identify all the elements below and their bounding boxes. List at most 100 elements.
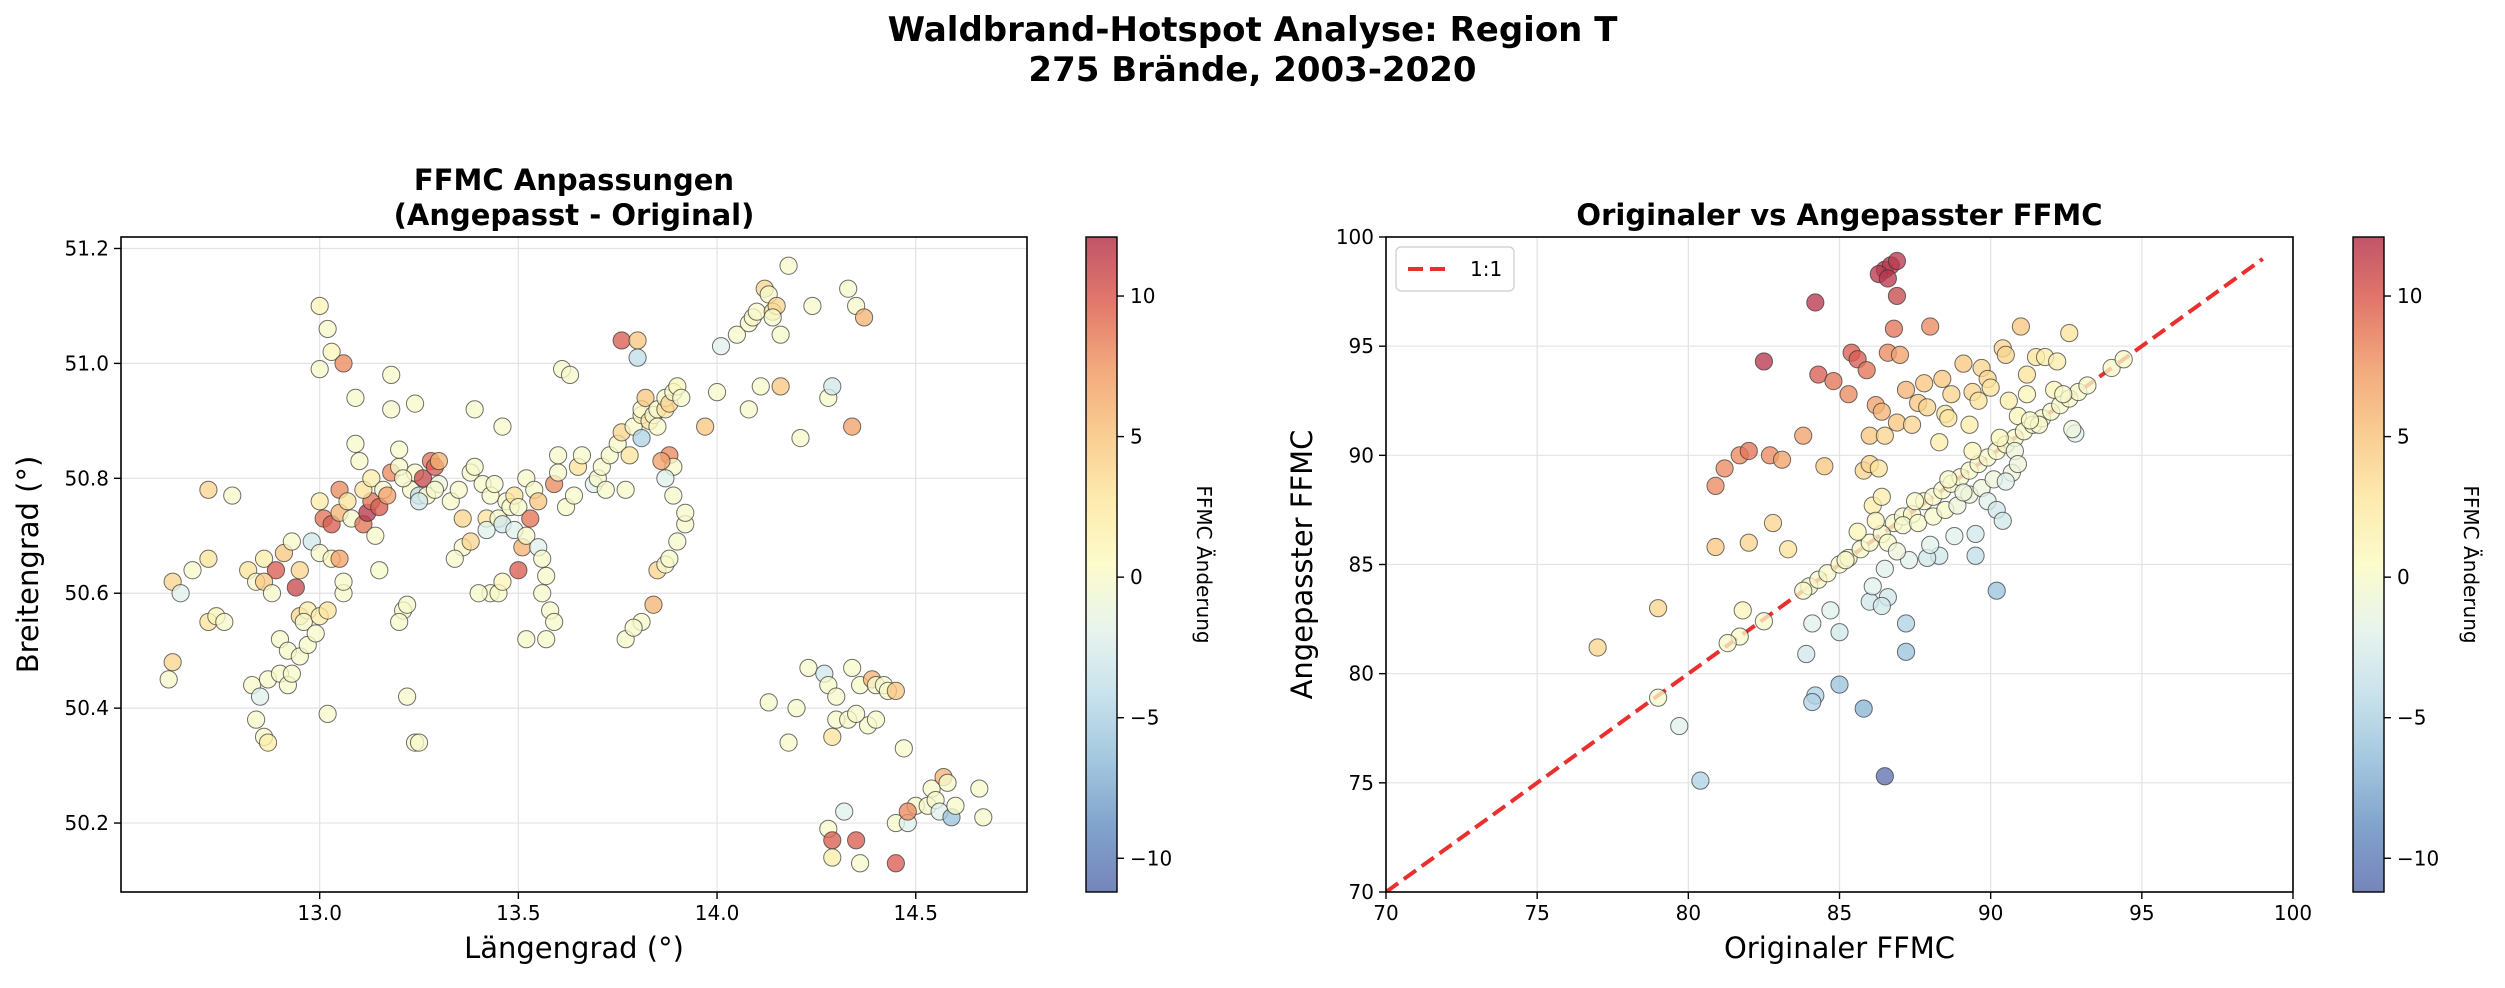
- scatter-point: [350, 451, 369, 471]
- scatter-point: [620, 446, 639, 465]
- scatter-point: [2011, 317, 2031, 336]
- scatter-point: [854, 308, 874, 327]
- x-tick-label: 14.5: [893, 901, 938, 925]
- scatter-point: [290, 561, 309, 580]
- y-tick-label: 50.2: [64, 811, 109, 835]
- scatter-point: [362, 469, 381, 488]
- scatter-point: [1966, 524, 1985, 544]
- scatter-point: [318, 319, 337, 339]
- scatter-point: [1821, 601, 1840, 620]
- scatter-point: [330, 549, 349, 568]
- scatter-point: [974, 808, 993, 827]
- x-tick-label: 13.0: [297, 901, 342, 925]
- y-tick-label: 85: [1349, 553, 1374, 577]
- scatter-point: [461, 532, 480, 551]
- scatter-point: [747, 302, 766, 321]
- panel-title: (Angepasst - Original): [394, 198, 755, 232]
- scatter-point: [1649, 599, 1668, 618]
- scatter-point: [1921, 535, 1940, 554]
- scatter-point: [946, 796, 965, 815]
- colorbar-tick-label: −5: [2397, 706, 2426, 730]
- scatter-point: [250, 687, 270, 706]
- scatter-point: [1875, 559, 1894, 578]
- scatter-point: [1854, 699, 1873, 718]
- scatter-point: [1830, 623, 1849, 642]
- scatter-point: [537, 630, 556, 649]
- colorbar-tick-label: −10: [2397, 846, 2439, 870]
- scatter-point: [549, 446, 568, 465]
- scatter-point: [366, 526, 385, 545]
- scatter-point: [644, 595, 663, 614]
- scatter-point: [517, 526, 536, 545]
- scatter-point: [370, 561, 389, 580]
- scatter-point: [1848, 522, 1867, 541]
- x-tick-label: 75: [1524, 901, 1549, 925]
- scatter-point: [1803, 614, 1822, 633]
- scatter-point: [560, 365, 580, 384]
- scatter-point: [2017, 385, 2037, 404]
- scatter-point: [2114, 350, 2133, 369]
- scatter-point: [970, 779, 989, 798]
- scatter-point: [1954, 483, 1973, 502]
- scatter-point: [894, 739, 913, 758]
- scatter-point: [469, 584, 488, 603]
- scatter-point: [1896, 614, 1916, 633]
- y-tick-label: 80: [1349, 662, 1374, 686]
- x-tick-label: 80: [1676, 901, 1701, 925]
- scatter-point: [322, 342, 341, 362]
- scatter-point: [171, 584, 190, 603]
- scatter-point: [537, 566, 556, 586]
- scatter-point: [938, 773, 957, 792]
- scatter-point: [258, 733, 278, 752]
- scatter-point: [835, 802, 854, 821]
- legend-box: [1395, 246, 1515, 292]
- scatter-point: [318, 601, 337, 620]
- scatter-point: [1872, 596, 1891, 616]
- scatter-point: [247, 710, 266, 729]
- scatter-point: [711, 337, 731, 356]
- scatter-point: [668, 532, 687, 551]
- scatter-point: [1733, 601, 1752, 620]
- scatter-point: [2008, 454, 2027, 474]
- scatter-point: [787, 699, 806, 718]
- scatter-point: [1857, 361, 1876, 380]
- scatter-point: [612, 331, 631, 350]
- scatter-point: [1588, 638, 1607, 657]
- scatter-point: [759, 693, 778, 712]
- scatter-point: [334, 354, 353, 373]
- panel-title: FFMC Anpassungen: [414, 163, 734, 197]
- scatter-point: [1966, 546, 1985, 565]
- scatter-point: [378, 486, 397, 505]
- scatter-point: [847, 704, 866, 723]
- scatter-point: [1887, 542, 1907, 561]
- scatter-point: [346, 434, 365, 453]
- y-tick-label: 95: [1349, 334, 1374, 358]
- x-axis-label: Originaler FFMC: [1724, 931, 1955, 965]
- scatter-point: [521, 509, 540, 528]
- scatter-point: [2078, 376, 2097, 395]
- scatter-point: [409, 733, 429, 752]
- scatter-point: [779, 256, 798, 275]
- scatter-point: [1794, 426, 1813, 445]
- y-tick-label: 50.4: [64, 696, 109, 720]
- scatter-point: [425, 480, 445, 499]
- scatter-point: [676, 503, 695, 522]
- scatter-point: [1824, 372, 1843, 391]
- scatter-point: [2063, 420, 2082, 439]
- scatter-point: [1872, 487, 1891, 506]
- scatter-point: [616, 480, 635, 499]
- scatter-point: [803, 296, 822, 316]
- scatter-point: [294, 612, 313, 632]
- scatter-point: [334, 572, 353, 591]
- scatter-point: [664, 486, 683, 505]
- colorbar-label: FFMC Änderung: [1192, 485, 1216, 643]
- scatter-point: [1779, 540, 1798, 559]
- scatter-point: [624, 618, 643, 637]
- scatter-point: [791, 428, 810, 448]
- scatter-point: [382, 400, 401, 419]
- scatter-point: [656, 469, 675, 488]
- scatter-point: [1809, 365, 1828, 384]
- colorbar-tick-label: 0: [1130, 565, 1143, 589]
- y-tick-label: 51.2: [64, 236, 109, 260]
- scatter-point: [1981, 378, 2000, 397]
